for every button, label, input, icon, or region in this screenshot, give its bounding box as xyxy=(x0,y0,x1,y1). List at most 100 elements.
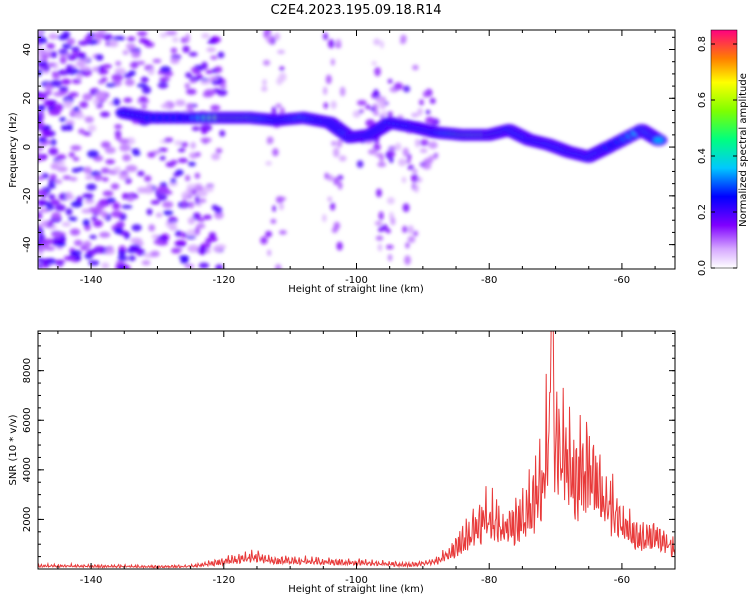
spectrogram-noise-cell xyxy=(67,216,78,222)
spectrogram-noise-cell xyxy=(278,196,287,201)
spectrogram-noise-cell xyxy=(74,255,82,261)
spectrogram-noise-cell xyxy=(177,158,188,163)
spectrogram-noise-cell xyxy=(124,78,135,87)
spectrogram-noise-cell xyxy=(164,137,174,143)
spectrogram-noise-cell xyxy=(405,242,410,249)
spectrogram-noise-cell xyxy=(137,170,145,177)
spectrogram-noise-cell xyxy=(419,148,428,154)
spectrogram-noise-cell xyxy=(95,90,107,99)
spectrogram-noise-cell xyxy=(265,230,273,238)
spectrogram-noise-cell xyxy=(85,183,97,191)
spectrogram-noise-cell xyxy=(422,162,432,170)
spectrogram-noise-cell xyxy=(48,147,59,156)
spectrogram-noise-cell xyxy=(352,110,361,118)
spectrogram-noise-cell xyxy=(54,179,63,185)
spectrogram-noise-cell xyxy=(71,167,80,173)
spectrogram-noise-cell xyxy=(189,79,197,84)
spectrogram-noise-cell xyxy=(141,85,152,94)
spectrogram-noise-cell xyxy=(93,31,105,37)
spectrogram-noise-cell xyxy=(365,104,371,110)
spectrogram-noise-cell xyxy=(417,107,423,116)
spectrogram-noise-cell xyxy=(76,51,84,59)
spectrogram-noise-cell xyxy=(116,35,126,41)
spectrogram-noise-cell xyxy=(422,90,430,98)
spectrogram-noise-cell xyxy=(38,142,43,147)
spectrogram-noise-cell xyxy=(85,175,94,180)
spectrogram-noise-cell xyxy=(407,225,414,235)
spectrogram-noise-cell xyxy=(373,38,381,46)
spectrogram-noise-cell xyxy=(48,62,56,68)
spectrogram-ridge-cell xyxy=(653,137,664,144)
spectrogram-noise-cell xyxy=(276,77,283,86)
spectrogram-noise-cell xyxy=(265,161,272,166)
spectrogram-noise-cell xyxy=(400,34,407,43)
spectrogram-noise-cell xyxy=(123,97,133,103)
spectrogram-noise-cell xyxy=(180,232,188,238)
spectrogram-noise-cell xyxy=(45,203,55,211)
spectrogram-noise-cell xyxy=(111,73,124,82)
spectrogram-noise-cell xyxy=(136,186,148,194)
spectrogram-noise-cell xyxy=(87,150,99,158)
spectrogram-noise-cell xyxy=(70,200,83,208)
spectrogram-noise-cell xyxy=(66,38,76,45)
spectrogram-noise-cell xyxy=(219,84,227,89)
spectrogram-noise-cell xyxy=(279,203,284,211)
spectrogram-noise-cell xyxy=(160,103,170,109)
spectrogram-noise-cell xyxy=(117,255,128,262)
spectrogram-noise-cell xyxy=(269,36,274,45)
spectrogram-noise-cell xyxy=(118,265,126,269)
spectrogram-noise-cell xyxy=(339,86,346,97)
spectrogram-noise-cell xyxy=(92,66,99,72)
spectrogram-noise-cell xyxy=(106,197,116,204)
spectrogram-noise-cell xyxy=(73,106,80,112)
spectrogram-noise-cell xyxy=(54,103,64,112)
spectrogram-noise-cell xyxy=(191,126,201,131)
spectrogram-noise-cell xyxy=(38,146,44,151)
spectrogram-noise-cell xyxy=(38,37,48,44)
spectrogram-noise-cell xyxy=(337,174,344,181)
spectrogram-noise-cell xyxy=(327,196,333,202)
spectrogram-noise-cell xyxy=(393,82,404,91)
spectrogram-noise-cell xyxy=(375,96,383,101)
spectrogram-noise-cell xyxy=(62,175,72,180)
spectrogram-noise-cell xyxy=(184,82,190,90)
spectrogram-noise-cell xyxy=(175,230,182,237)
spectrogram-noise-cell xyxy=(429,97,436,104)
spectrogram-noise-cell xyxy=(201,33,210,39)
spectrogram-noise-cell xyxy=(186,235,196,240)
spectrogram-noise-cell xyxy=(127,255,136,262)
spectrogram-noise-cell xyxy=(419,139,429,147)
spectrogram-noise-cell xyxy=(158,77,171,82)
spectrogram-noise-cell xyxy=(63,100,73,109)
spectrogram-noise-cell xyxy=(68,92,79,98)
spectrogram-noise-cell xyxy=(387,254,393,262)
spectrogram-noise-cell xyxy=(152,58,162,64)
spectrogram-noise-cell xyxy=(402,225,408,233)
spectrogram-noise-cell xyxy=(58,86,69,91)
spectrogram-noise-cell xyxy=(54,259,65,266)
spectrogram-noise-cell xyxy=(187,216,196,225)
spectrogram-noise-cell xyxy=(371,61,377,66)
spectrogram-noise-cell xyxy=(82,93,93,101)
x-tick-label: -100 xyxy=(345,575,368,586)
spectrogram-noise-cell xyxy=(336,139,343,148)
spectrogram-noise-cell xyxy=(98,199,107,204)
spectrogram-noise-cell xyxy=(187,161,196,167)
spectrogram-noise-cell xyxy=(59,56,67,65)
spectrogram-noise-cell xyxy=(414,138,420,148)
spectrogram-noise-cell xyxy=(122,50,129,56)
spectrogram-noise-cell xyxy=(356,99,367,106)
spectrogram-noise-cell xyxy=(185,88,197,95)
x-tick-label: -140 xyxy=(80,275,103,286)
spectrogram-noise-cell xyxy=(174,140,183,146)
spectrogram-noise-cell xyxy=(195,151,201,158)
spectrogram-noise-cell xyxy=(200,127,208,135)
spectrogram-noise-cell xyxy=(104,248,115,255)
spectrogram-noise-cell xyxy=(170,47,178,54)
spectrogram-noise-cell xyxy=(194,195,200,205)
spectrogram-noise-cell xyxy=(65,123,74,131)
spectrogram-noise-cell xyxy=(373,89,379,97)
spectrogram-noise-cell xyxy=(184,174,191,182)
spectrogram-noise-cell xyxy=(118,173,130,180)
spectrogram-noise-cell xyxy=(135,248,146,256)
